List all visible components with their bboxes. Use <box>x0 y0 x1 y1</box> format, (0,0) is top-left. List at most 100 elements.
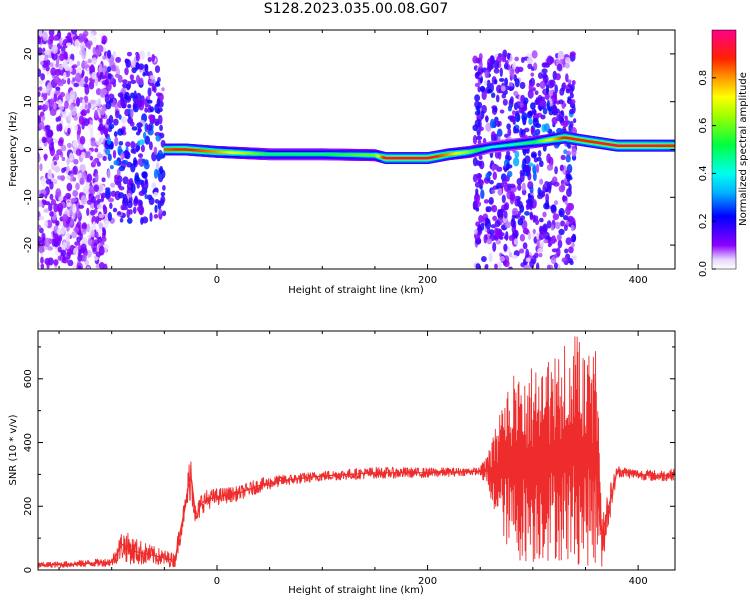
spectrogram-cell <box>557 239 563 249</box>
spectrogram-cell <box>133 157 137 166</box>
snr-series-line <box>38 336 675 569</box>
spectrogram-cell <box>542 107 548 115</box>
spectrogram-cell <box>105 101 112 110</box>
spectrogram-cell <box>75 182 80 191</box>
spectrogram-cell <box>122 82 128 89</box>
spectrogram-cell <box>562 214 569 221</box>
spectrogram-cell <box>159 124 163 132</box>
spectrogram-cell <box>57 246 62 253</box>
spectrogram-cell <box>44 257 51 266</box>
spectrogram-cell <box>535 262 540 269</box>
spectrogram-cell <box>96 161 101 167</box>
spectrogram-cell <box>571 255 577 261</box>
spectrogram-cell <box>556 247 561 257</box>
spectrogram-cell <box>131 67 137 74</box>
spectrogram-cell <box>51 44 58 54</box>
spectrogram-xtick-label: 0 <box>214 275 220 286</box>
spectrogram-cell <box>126 200 133 209</box>
spectrogram-cell <box>497 209 501 219</box>
spectrogram-cell <box>120 204 126 211</box>
snr-ytick-label: 400 <box>23 433 34 452</box>
spectrogram-cell <box>474 181 481 188</box>
spectrogram-ridge-cell <box>673 144 675 147</box>
spectrogram-cell <box>81 227 87 235</box>
spectrogram-cell <box>495 94 500 103</box>
spectrogram-cell <box>477 86 481 93</box>
spectrogram-cell <box>108 114 114 125</box>
spectrogram-cell <box>551 104 558 113</box>
spectrogram-cell <box>102 55 107 60</box>
spectrogram-cell <box>112 149 117 159</box>
spectrogram-cell <box>112 51 117 58</box>
spectrogram-cell <box>565 237 572 246</box>
spectrogram-cell <box>87 102 92 110</box>
spectrogram-cell <box>503 243 508 252</box>
spectrogram-cell <box>44 124 51 131</box>
spectrogram-cell <box>119 94 124 100</box>
spectrogram-cell <box>520 94 526 105</box>
spectrogram-cell <box>511 110 516 116</box>
spectrogram-cell <box>160 191 166 197</box>
spectrogram-cell <box>86 265 90 269</box>
spectrogram-cell <box>46 129 53 138</box>
spectrogram-cell <box>503 260 510 268</box>
spectrogram-cell <box>99 71 104 78</box>
spectrogram-cell <box>473 193 481 203</box>
spectrogram-cell <box>518 248 525 254</box>
spectrogram-cell <box>98 222 104 230</box>
spectrogram-cell <box>105 147 111 156</box>
spectrogram-cell <box>61 156 66 162</box>
spectrogram-cell <box>67 77 71 85</box>
spectrogram-cell <box>108 123 115 130</box>
spectrogram-cell <box>137 153 144 159</box>
spectrogram-cell <box>61 256 69 264</box>
spectrogram-cell <box>546 153 551 164</box>
spectrogram-cell <box>148 141 153 151</box>
spectrogram-ytick-label: 20 <box>23 48 34 61</box>
spectrogram-cell <box>75 72 82 83</box>
spectrogram-cell <box>58 196 63 202</box>
spectrogram-cell <box>91 71 97 80</box>
spectrogram-cell <box>93 184 100 192</box>
spectrogram-cell <box>529 185 534 194</box>
spectrogram-cell <box>129 121 135 127</box>
spectrogram-cell <box>536 156 542 162</box>
spectrogram-cell <box>162 210 167 217</box>
spectrogram-cell <box>93 208 98 214</box>
spectrogram-cell <box>480 110 485 120</box>
spectrogram-cell <box>477 172 482 183</box>
spectrogram-cell <box>74 241 81 246</box>
spectrogram-cell <box>519 233 526 242</box>
spectrogram-cell <box>129 74 135 81</box>
spectrogram-cell <box>110 64 117 69</box>
spectrogram-cell <box>529 211 534 219</box>
spectrogram-cell <box>76 60 81 67</box>
spectrogram-cell <box>88 184 95 194</box>
spectrogram-cell <box>478 154 483 160</box>
spectrogram-cell <box>135 145 141 151</box>
spectrogram-cell <box>126 193 133 198</box>
colorbar-tick-label: 0.8 <box>698 70 709 86</box>
spectrogram-cell <box>155 134 162 142</box>
spectrogram-cell <box>161 87 165 92</box>
spectrogram-cell <box>98 213 104 219</box>
spectrogram-cell <box>38 138 42 144</box>
spectrogram-cell <box>549 79 556 88</box>
spectrogram-cell <box>535 128 541 136</box>
spectrogram-cell <box>564 63 571 69</box>
spectrogram-cell <box>532 117 539 127</box>
spectrogram-cell <box>84 182 90 191</box>
spectrogram-cell <box>57 115 62 122</box>
spectrogram-cell <box>522 227 529 235</box>
spectrogram-cell <box>64 100 69 110</box>
spectrogram-cell <box>133 90 137 100</box>
spectrogram-cell <box>567 79 572 84</box>
spectrogram-cell <box>506 52 511 60</box>
spectrogram-cell <box>528 117 533 126</box>
spectrogram-cell <box>527 89 534 99</box>
spectrogram-cell <box>507 105 513 112</box>
spectrogram-cell <box>67 36 73 43</box>
spectrogram-cell <box>156 97 161 107</box>
spectrogram-cell <box>553 262 558 269</box>
spectrogram-cell <box>508 251 513 258</box>
